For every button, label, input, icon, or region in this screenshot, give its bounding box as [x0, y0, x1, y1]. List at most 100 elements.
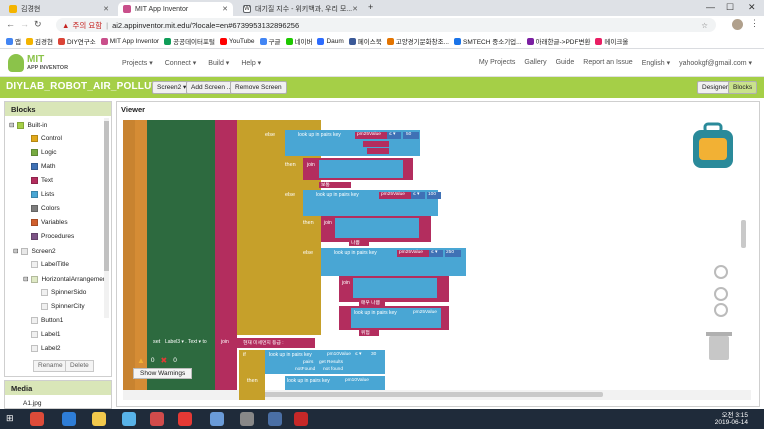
tree-component[interactable]: Label1 — [31, 331, 61, 338]
folder-icon[interactable] — [92, 412, 106, 426]
tree-item-lists[interactable]: Lists — [31, 191, 54, 198]
set-label-block[interactable] — [147, 338, 385, 400]
chrome-icon[interactable] — [30, 412, 44, 426]
bookmark-item[interactable]: 구글 — [259, 36, 281, 46]
menu-language[interactable]: English ▾ — [641, 60, 671, 67]
show-warnings-button[interactable]: Show Warnings — [133, 368, 193, 379]
address-bar[interactable]: ▲ 주의 요함 | ai2.appinventor.mit.edu/?local… — [56, 18, 716, 32]
close-window-icon[interactable]: ✕ — [748, 2, 756, 12]
bookmark-item[interactable]: YouTube — [219, 37, 255, 45]
workspace-hscroll-thumb[interactable] — [243, 392, 603, 397]
collapse-icon[interactable]: ⊟ — [13, 248, 19, 255]
tab-close-icon[interactable]: ✕ — [103, 6, 109, 13]
browser-tab[interactable]: W 대기질 지수 - 위키백과, 우리 모... ✕ — [243, 5, 358, 13]
blocks-button[interactable]: Blocks — [728, 81, 758, 94]
app-icon[interactable] — [210, 412, 224, 426]
minimize-icon[interactable]: — — [706, 2, 715, 12]
bookmark-item[interactable]: MIT App Inventor — [100, 37, 159, 45]
media-item[interactable]: A1.jpg — [23, 400, 42, 407]
zoom-controls[interactable] — [714, 265, 728, 317]
tree-item-colors[interactable]: Colors — [31, 205, 60, 212]
tab-close-icon[interactable]: ✕ — [222, 6, 228, 13]
taskbar-clock[interactable]: 오전 3:15 2019-06-14 — [714, 412, 748, 426]
menu-account[interactable]: yahookgf@gmail.com ▾ — [679, 60, 752, 67]
zoom-out-icon[interactable] — [714, 303, 728, 317]
tree-builtin[interactable]: ⊟ Built-in — [9, 121, 48, 129]
bookmark-item[interactable]: 네이버 — [285, 36, 312, 46]
tree-item-text[interactable]: Text — [31, 177, 53, 184]
backpack-icon[interactable] — [693, 122, 733, 168]
remove-screen-button[interactable]: Remove Screen — [230, 81, 287, 94]
bookmark-item[interactable]: 공공데이터포털 — [164, 36, 215, 46]
menu-build[interactable]: Build ▾ — [208, 60, 230, 67]
star-icon[interactable]: ☆ — [701, 20, 708, 30]
tree-component[interactable]: SpinnerCity — [41, 303, 85, 310]
blocks-workspace[interactable]: else look up in pairs key pm25Value ≤ ▾ … — [123, 120, 751, 400]
menu-report-issue[interactable]: Report an Issue — [583, 59, 633, 66]
tree-item-math[interactable]: Math — [31, 163, 55, 170]
lookup-row[interactable] — [285, 130, 420, 156]
app-inventor-logo[interactable]: MIT APP INVENTOR — [8, 53, 78, 73]
bookmark-item[interactable]: 김경현 — [25, 36, 53, 46]
menu-connect[interactable]: Connect ▾ — [164, 60, 197, 67]
app-icon[interactable] — [122, 412, 136, 426]
tab-close-icon[interactable]: ✕ — [352, 6, 358, 13]
tree-item-logic[interactable]: Logic — [31, 149, 57, 156]
browser-tab[interactable]: 김경현 ✕ — [4, 2, 114, 16]
start-icon[interactable]: ⊞ — [6, 413, 14, 423]
collapse-icon[interactable]: ⊟ — [9, 122, 15, 129]
reload-icon[interactable]: ↻ — [34, 19, 42, 29]
app-icon[interactable] — [150, 412, 164, 426]
menu-gallery[interactable]: Gallery — [524, 59, 547, 66]
tree-component[interactable]: SpinnerSido — [41, 289, 86, 296]
more-menu-icon[interactable]: ⋮ — [750, 18, 759, 28]
lookup-row[interactable] — [321, 248, 466, 276]
join-row[interactable] — [321, 216, 431, 246]
tree-component[interactable]: Button1 — [31, 317, 63, 324]
designer-button[interactable]: Designer — [697, 81, 734, 94]
collapse-icon[interactable]: ⊟ — [23, 276, 29, 283]
app-icon[interactable] — [294, 412, 308, 426]
avatar[interactable] — [732, 19, 743, 30]
menu-projects[interactable]: Projects ▾ — [122, 60, 153, 67]
lookup-row[interactable] — [303, 190, 441, 216]
app-icon[interactable] — [178, 412, 192, 426]
tree-component[interactable]: LabelTitle — [31, 261, 69, 268]
delete-button[interactable]: Delete — [65, 360, 94, 372]
new-tab-icon[interactable]: + — [368, 2, 374, 12]
tree-item-procedures[interactable]: Procedures — [31, 233, 74, 240]
bookmark-item[interactable]: 고양경기문화창조... — [386, 36, 449, 46]
trash-icon[interactable] — [706, 332, 732, 360]
menu-guide[interactable]: Guide — [555, 59, 575, 66]
forward-icon[interactable]: → — [20, 19, 29, 29]
ie-icon[interactable] — [62, 412, 76, 426]
menu-help[interactable]: Help ▾ — [241, 60, 262, 67]
bookmark-item[interactable]: Daum — [317, 37, 344, 45]
join-row[interactable] — [339, 276, 449, 306]
bookmark-item[interactable]: 페이스북 — [348, 36, 382, 46]
tree-screen[interactable]: ⊟ Screen2 — [13, 247, 56, 255]
bookmark-item[interactable]: 아래한글->PDF변환 — [526, 36, 590, 46]
bookmark-item[interactable]: DIY연구소 — [57, 36, 96, 46]
rename-button[interactable]: Rename — [33, 360, 68, 372]
bookmark-item[interactable]: SMTECH 중소기업... — [453, 36, 522, 46]
bookmark-item[interactable]: 앱 — [6, 36, 21, 46]
bookmark-item[interactable]: 메이크올 — [595, 36, 628, 46]
back-icon[interactable]: ← — [6, 19, 15, 29]
recenter-icon[interactable] — [714, 265, 728, 279]
tree-item-control[interactable]: Control — [31, 135, 62, 142]
lookup-row[interactable] — [339, 306, 449, 336]
tree-item-variables[interactable]: Variables — [31, 219, 68, 226]
workspace-vscroll-thumb[interactable] — [741, 220, 746, 248]
app-icon[interactable] — [240, 412, 254, 426]
tree-component[interactable]: Label2 — [31, 345, 61, 352]
menu-my-projects[interactable]: My Projects — [478, 59, 516, 66]
browser-tab-active[interactable]: MIT App Inventor ✕ — [118, 2, 233, 16]
blocks-tree-scrollbar[interactable] — [104, 118, 109, 318]
maximize-icon[interactable]: ☐ — [726, 2, 735, 12]
add-screen-button[interactable]: Add Screen ... — [186, 81, 238, 94]
zoom-in-icon[interactable] — [714, 287, 728, 301]
scrollbar-thumb[interactable] — [104, 121, 109, 271]
join-row[interactable] — [303, 158, 413, 188]
tree-component[interactable]: ⊟ HorizontalArrangement — [23, 275, 109, 283]
